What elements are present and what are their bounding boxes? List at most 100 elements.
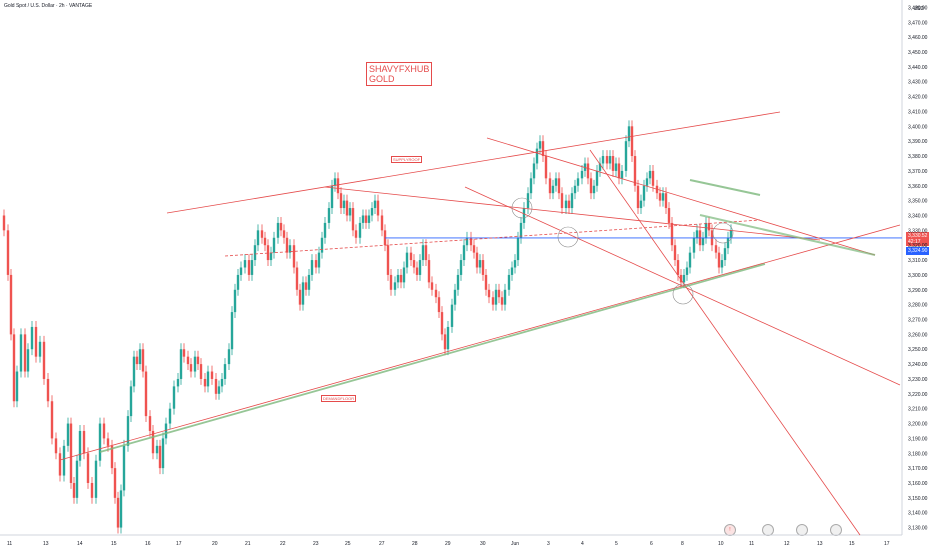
candle-body	[119, 490, 123, 528]
candle-body	[330, 185, 334, 209]
highlight-circle	[712, 222, 734, 244]
candle-body	[354, 230, 358, 238]
candle-body	[469, 237, 473, 246]
candle-body	[78, 430, 82, 461]
candle-body	[164, 423, 168, 439]
candle-body	[648, 170, 652, 179]
candle-body	[450, 304, 454, 327]
y-tick-label: 3,410.00	[908, 109, 928, 115]
candle-body	[361, 215, 365, 223]
candle-body	[620, 170, 624, 179]
candle-body	[399, 274, 403, 283]
candle-body	[500, 297, 504, 305]
candle-body	[424, 245, 428, 261]
candle-body	[30, 326, 34, 350]
supply-label: SUPPLYROOF	[391, 156, 423, 163]
candle-body	[155, 445, 159, 454]
candle-body	[199, 364, 203, 379]
candle-body	[34, 326, 38, 357]
candle-body	[717, 252, 721, 268]
candle-body	[389, 274, 393, 290]
candle-body	[250, 260, 254, 275]
candle-body	[538, 141, 542, 149]
y-tick-label: 3,220.00	[908, 392, 928, 398]
candle-body	[292, 245, 296, 268]
candle-body	[310, 260, 314, 275]
y-tick-label: 3,150.00	[908, 496, 928, 502]
candle-body	[551, 185, 555, 194]
candle-body	[256, 230, 260, 246]
y-tick-label: 3,440.00	[908, 65, 928, 71]
candle-body	[358, 222, 362, 238]
candle-body	[402, 267, 406, 283]
candle-body	[186, 356, 190, 365]
candle-body	[148, 416, 152, 431]
candle-body	[437, 297, 441, 313]
watermark-line1: SHAVYFXHUB	[369, 64, 430, 74]
candle-body	[233, 289, 237, 313]
x-tick-label: 23	[313, 541, 319, 547]
green-zone-line	[699, 214, 876, 256]
candle-body	[182, 349, 186, 357]
candle-body	[535, 148, 539, 164]
candle-body	[373, 200, 377, 209]
highlight-circle	[557, 226, 579, 248]
candle-body	[367, 215, 371, 223]
candle-body	[642, 185, 646, 201]
candle-body	[307, 274, 311, 290]
y-tick-label: 3,360.00	[908, 184, 928, 190]
candle-body	[158, 445, 162, 469]
candle-body	[72, 482, 76, 498]
candle-body	[94, 460, 98, 498]
candle-body	[217, 386, 221, 394]
candle-body	[348, 208, 352, 216]
candle-body	[314, 260, 318, 268]
candle-body	[459, 260, 463, 275]
candle-body	[376, 200, 380, 216]
x-tick-label: 28	[412, 541, 418, 547]
candle-body	[688, 252, 692, 268]
candle-body	[98, 423, 102, 461]
x-tick-label: 20	[212, 541, 218, 547]
candle-body	[592, 185, 596, 194]
axis-unit: USD	[913, 6, 924, 12]
candle-body	[580, 170, 584, 179]
y-tick-label: 3,370.00	[908, 169, 928, 175]
candle-body	[351, 208, 355, 231]
candle-body	[418, 260, 422, 275]
y-tick-label: 3,250.00	[908, 347, 928, 353]
candle-body	[26, 349, 30, 372]
candle-body	[560, 193, 564, 209]
candle-body	[90, 482, 94, 498]
candle-body	[475, 252, 479, 268]
candle-body	[503, 289, 507, 305]
candle-body	[692, 237, 696, 253]
candle-body	[298, 289, 302, 305]
candle-body	[2, 215, 6, 231]
y-tick-label: 3,430.00	[908, 80, 928, 86]
candle-body	[320, 237, 324, 253]
y-tick-label: 3,140.00	[908, 511, 928, 517]
candle-body	[102, 423, 106, 439]
candle-body	[707, 222, 711, 231]
candle-body	[617, 163, 621, 179]
candle-body	[220, 378, 224, 387]
candle-body	[176, 378, 180, 387]
candle-body	[405, 252, 409, 268]
x-tick-label: 11	[749, 541, 754, 547]
line-price-tag: 3,324.90	[906, 247, 930, 255]
candle-body	[557, 178, 561, 194]
x-tick-label: 12	[784, 541, 790, 547]
candle-body	[487, 289, 491, 298]
x-tick-label: 17	[884, 541, 890, 547]
candle-body	[339, 193, 343, 209]
x-tick-label: 14	[77, 541, 83, 547]
candle-body	[317, 252, 321, 268]
candle-body	[122, 445, 126, 491]
last-price: 3,330.52	[908, 233, 928, 239]
y-tick-label: 3,290.00	[908, 288, 928, 294]
candle-body	[639, 200, 643, 209]
candle-body	[726, 237, 730, 249]
x-tick-label: 4	[581, 541, 584, 547]
